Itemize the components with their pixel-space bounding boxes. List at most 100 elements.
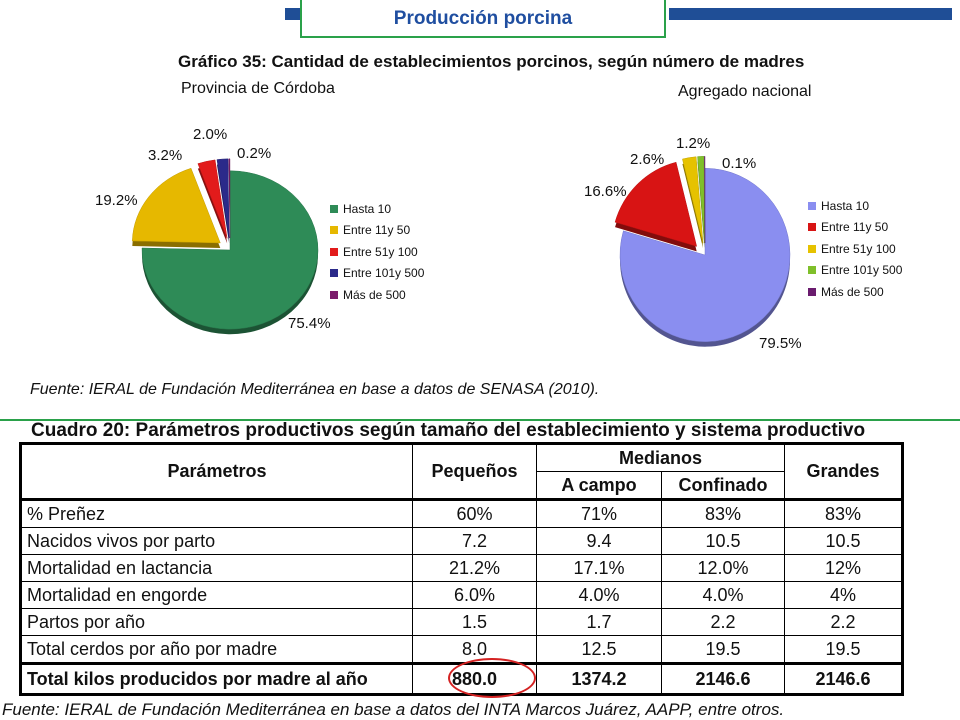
chart-source-note: Fuente: IERAL de Fundación Mediterránea …: [30, 381, 600, 398]
pie-cordoba-value-label: 2.0%: [193, 126, 228, 143]
total-confinado: 2146.6: [661, 663, 785, 696]
header-confinado: Confinado: [661, 471, 785, 501]
legend-item: Entre 11y 50: [330, 220, 424, 242]
legend-label: Hasta 10: [821, 198, 870, 213]
legend-swatch: [808, 266, 816, 275]
row-value: 7.2: [412, 527, 537, 555]
pie-slice-entre-51y-100: [682, 156, 704, 244]
table-row: Mortalidad en engorde 6.0% 4.0% 4.0% 4%: [19, 581, 904, 609]
legend-item: Hasta 10: [808, 195, 902, 217]
header-medianos: Medianos: [536, 442, 785, 472]
row-value: 12.0%: [661, 554, 785, 582]
pie-slice-depth: [197, 164, 228, 244]
table-source-note: Fuente: IERAL de Fundación Mediterránea …: [2, 700, 785, 719]
row-value: 2.2: [661, 608, 785, 636]
pie-cordoba-value-label: 75.4%: [288, 315, 331, 332]
table-row: Total cerdos por año por madre 8.0 12.5 19.…: [19, 635, 904, 665]
pie-slice-m-s-de-500: [228, 158, 231, 239]
pie-nacional-value-label: 16.6%: [584, 183, 627, 200]
row-value: 19.5: [661, 635, 785, 665]
highlight-circle: [448, 658, 536, 698]
legend-swatch: [808, 287, 816, 296]
pie-slice-entre-51y-100: [197, 159, 228, 239]
row-value: 1.7: [536, 608, 662, 636]
row-value: 12.5: [536, 635, 662, 665]
pie-slice-depth: [682, 161, 704, 249]
row-value: 4%: [784, 581, 904, 609]
legend-swatch: [330, 269, 338, 278]
pie-nacional-value-label: 2.6%: [630, 151, 665, 168]
header-bar-left: [285, 8, 301, 20]
table-row: Partos por año 1.5 1.7 2.2 2.2: [19, 608, 904, 636]
pie-slice-hasta-10: [141, 170, 319, 330]
row-label: Mortalidad en engorde: [19, 581, 413, 609]
legend-item: Entre 51y 100: [808, 238, 902, 260]
pie-slice-entre-101y-500: [216, 158, 230, 239]
table-row: Nacidos vivos por parto 7.2 9.4 10.5 10.5: [19, 527, 904, 555]
pie-cordoba-value-label: 0.2%: [237, 145, 272, 162]
legend-item: Entre 51y 100: [330, 241, 424, 263]
legend-item: Más de 500: [808, 281, 902, 303]
legend-label: Entre 51y 100: [343, 244, 418, 259]
row-value: 21.2%: [412, 554, 537, 582]
legend-label: Entre 101y 500: [821, 263, 903, 278]
pie-nacional-title: Agregado nacional: [678, 83, 812, 100]
row-value: 71%: [536, 499, 662, 528]
legend-label: Entre 11y 50: [821, 220, 889, 235]
legend-swatch: [330, 290, 338, 299]
row-value: 60%: [412, 499, 537, 528]
chart-title: Gráfico 35: Cantidad de establecimientos…: [178, 52, 805, 71]
row-value: 2.2: [784, 608, 904, 636]
section-divider: [0, 419, 960, 421]
total-a-campo: 1374.2: [536, 663, 662, 696]
row-label: Total cerdos por año por madre: [19, 635, 413, 665]
header-bar-right: [669, 8, 952, 20]
legend-item: Hasta 10: [330, 198, 424, 220]
pie-slice-entre-11y-50: [132, 167, 221, 244]
pie-nacional-value-label: 0.1%: [722, 155, 757, 172]
legend-label: Más de 500: [343, 287, 406, 302]
legend-item: Más de 500: [330, 284, 424, 306]
row-value: 19.5: [784, 635, 904, 665]
legend-swatch: [808, 223, 816, 232]
pie-cordoba-legend: Hasta 10 Entre 11y 50 Entre 51y 100 Entr…: [330, 198, 424, 306]
row-value: 9.4: [536, 527, 662, 555]
table-row: % Preñez 60% 71% 83% 83%: [19, 499, 904, 528]
row-value: 10.5: [784, 527, 904, 555]
header-grandes: Grandes: [784, 442, 904, 501]
pie-charts: [132, 156, 791, 347]
page-header: Producción porcina: [300, 0, 666, 38]
legend-swatch: [330, 204, 338, 213]
row-value: 17.1%: [536, 554, 662, 582]
row-value: 83%: [784, 499, 904, 528]
row-label: Mortalidad en lactancia: [19, 554, 413, 582]
legend-swatch: [808, 244, 816, 253]
parameters-table: Parámetros Pequeños Medianos Grandes A c…: [19, 442, 904, 696]
pie-slice-entre-101y-500: [697, 156, 705, 244]
pie-nacional-value-label: 1.2%: [676, 135, 711, 152]
total-label: Total kilos producidos por madre al año: [19, 663, 413, 696]
pie-slice-hasta-10: [619, 168, 791, 342]
legend-item: Entre 101y 500: [808, 260, 902, 282]
row-label: Partos por año: [19, 608, 413, 636]
pie-cordoba-value-label: 3.2%: [148, 147, 183, 164]
header-parametros: Parámetros: [19, 442, 413, 501]
legend-label: Hasta 10: [343, 201, 392, 216]
legend-swatch: [330, 247, 338, 256]
table-title: Cuadro 20: Parámetros productivos según …: [31, 420, 866, 441]
pie-cordoba-value-label: 19.2%: [95, 192, 138, 209]
legend-swatch: [330, 226, 338, 235]
legend-item: Entre 101y 500: [330, 263, 424, 285]
pie-cordoba-title: Provincia de Córdoba: [181, 80, 335, 97]
row-value: 83%: [661, 499, 785, 528]
pie-slice-entre-11y-50: [614, 161, 698, 247]
row-value: 1.5: [412, 608, 537, 636]
legend-swatch: [808, 201, 816, 210]
row-value: 6.0%: [412, 581, 537, 609]
pie-slice-m-s-de-500: [704, 156, 706, 244]
header-pequenos: Pequeños: [412, 442, 537, 501]
legend-label: Entre 51y 100: [821, 241, 896, 256]
legend-label: Entre 11y 50: [343, 223, 411, 238]
legend-label: Entre 101y 500: [343, 266, 425, 281]
row-label: % Preñez: [19, 499, 413, 528]
